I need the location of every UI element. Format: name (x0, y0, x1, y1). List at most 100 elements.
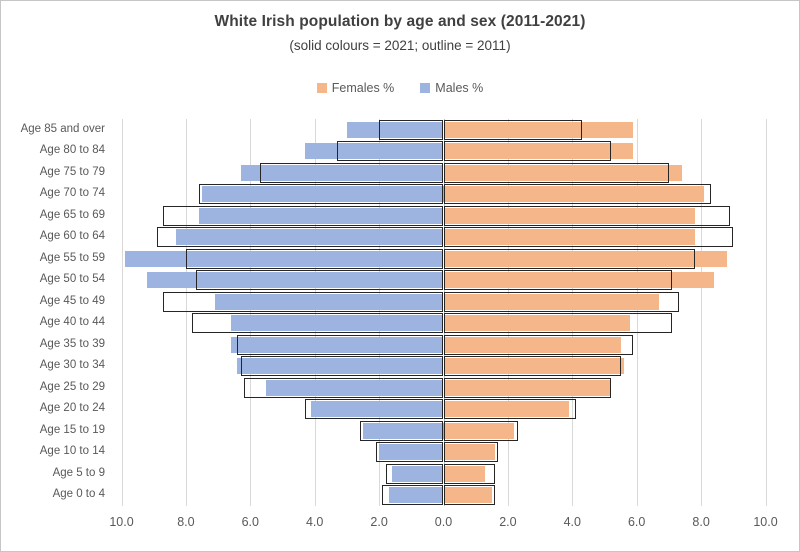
chart-title: White Irish population by age and sex (2… (214, 13, 586, 30)
female-outline-2011 (443, 227, 734, 248)
x-tick-label: 6.0 (627, 515, 646, 529)
male-outline-2011 (163, 205, 444, 226)
male-outline-2011 (259, 162, 444, 183)
female-outline-2011 (443, 463, 496, 484)
female-bar-2021 (443, 143, 634, 160)
male-outline-2011 (240, 356, 444, 377)
male-bar-2021 (147, 272, 444, 289)
female-outline-2011 (443, 270, 673, 291)
x-tick-label: 10.0 (109, 515, 134, 529)
male-outline-2011 (379, 119, 444, 140)
female-bar-2021 (443, 444, 496, 461)
female-bar-2021 (443, 379, 611, 396)
gridline (250, 119, 252, 506)
male-outline-2011 (337, 141, 444, 162)
male-bar-2021 (202, 186, 444, 203)
male-bar-2021 (305, 143, 444, 160)
female-bar-2021 (443, 401, 570, 418)
gridline (572, 119, 574, 506)
gridline (701, 119, 703, 506)
y-axis-label: Age 35 to 39 (39, 337, 105, 350)
male-outline-2011 (198, 184, 444, 205)
male-outline-2011 (382, 485, 444, 506)
male-bar-2021 (230, 336, 444, 353)
x-tick-label: 10.0 (753, 515, 778, 529)
legend-item-females: Females % (316, 81, 395, 95)
y-axis-label: Age 30 to 34 (39, 359, 105, 372)
y-axis-label: Age 5 to 9 (52, 466, 105, 479)
female-outline-2011 (443, 420, 518, 441)
center-axis-line (443, 119, 445, 506)
male-bar-2021 (237, 358, 444, 375)
male-bar-2021 (266, 379, 444, 396)
female-outline-2011 (443, 205, 731, 226)
female-bar-2021 (443, 465, 486, 482)
female-outline-2011 (443, 162, 669, 183)
males-swatch-icon (420, 83, 431, 93)
y-axis-label: Age 65 to 69 (39, 208, 105, 221)
female-outline-2011 (443, 141, 611, 162)
male-bar-2021 (346, 121, 444, 138)
y-axis-label: Age 25 to 29 (39, 380, 105, 393)
female-bar-2021 (443, 293, 660, 310)
y-axis-label: Age 60 to 64 (39, 230, 105, 243)
female-bar-2021 (443, 487, 492, 504)
male-bar-2021 (124, 250, 444, 267)
legend-item-males: Males % (420, 81, 483, 95)
female-bar-2021 (443, 229, 695, 246)
male-bar-2021 (311, 401, 444, 418)
female-outline-2011 (443, 184, 711, 205)
gridline (636, 119, 638, 506)
legend: Females % Males % (1, 81, 799, 95)
female-bar-2021 (443, 164, 682, 181)
female-bar-2021 (443, 121, 634, 138)
y-axis-label: Age 80 to 84 (39, 144, 105, 157)
male-outline-2011 (156, 227, 444, 248)
female-bar-2021 (443, 422, 515, 439)
male-bar-2021 (198, 207, 444, 224)
female-bar-2021 (443, 315, 631, 332)
male-bar-2021 (176, 229, 444, 246)
females-swatch-icon (316, 83, 327, 93)
x-tick-label: 8.0 (177, 515, 195, 529)
male-bar-2021 (379, 444, 444, 461)
y-axis-label: Age 85 and over (20, 122, 105, 135)
y-axis-label: Age 10 to 14 (39, 445, 105, 458)
female-bar-2021 (443, 186, 705, 203)
legend-label-males: Males % (435, 81, 484, 95)
male-bar-2021 (240, 164, 444, 181)
y-axis-label: Age 15 to 19 (39, 423, 105, 436)
female-outline-2011 (443, 377, 611, 398)
female-bar-2021 (443, 272, 714, 289)
x-tick-label: 4.0 (305, 515, 324, 529)
female-outline-2011 (443, 485, 496, 506)
y-axis-label: Age 70 to 74 (39, 187, 105, 200)
legend-label-females: Females % (331, 81, 395, 95)
female-outline-2011 (443, 248, 695, 269)
male-outline-2011 (192, 313, 444, 334)
y-axis-label: Age 50 to 54 (39, 273, 105, 286)
gridline (765, 119, 767, 506)
female-outline-2011 (443, 291, 679, 312)
male-bar-2021 (363, 422, 444, 439)
y-axis-labels: Age 85 and over Age 80 to 84 Age 75 to 79 A… (1, 119, 105, 506)
female-outline-2011 (443, 399, 576, 420)
male-bar-2021 (391, 465, 444, 482)
female-outline-2011 (443, 334, 634, 355)
male-bar-2021 (214, 293, 444, 310)
female-outline-2011 (443, 356, 621, 377)
y-axis-label: Age 20 to 24 (39, 402, 105, 415)
male-outline-2011 (195, 270, 444, 291)
female-bar-2021 (443, 250, 727, 267)
female-outline-2011 (443, 313, 673, 334)
male-bar-2021 (388, 487, 444, 504)
male-outline-2011 (375, 442, 444, 463)
x-tick-label: 2.0 (499, 515, 517, 529)
male-outline-2011 (163, 291, 444, 312)
male-outline-2011 (359, 420, 444, 441)
x-tick-label: 0.0 (434, 515, 453, 529)
female-bar-2021 (443, 207, 695, 224)
x-tick-label: 6.0 (241, 515, 259, 529)
male-outline-2011 (305, 399, 444, 420)
